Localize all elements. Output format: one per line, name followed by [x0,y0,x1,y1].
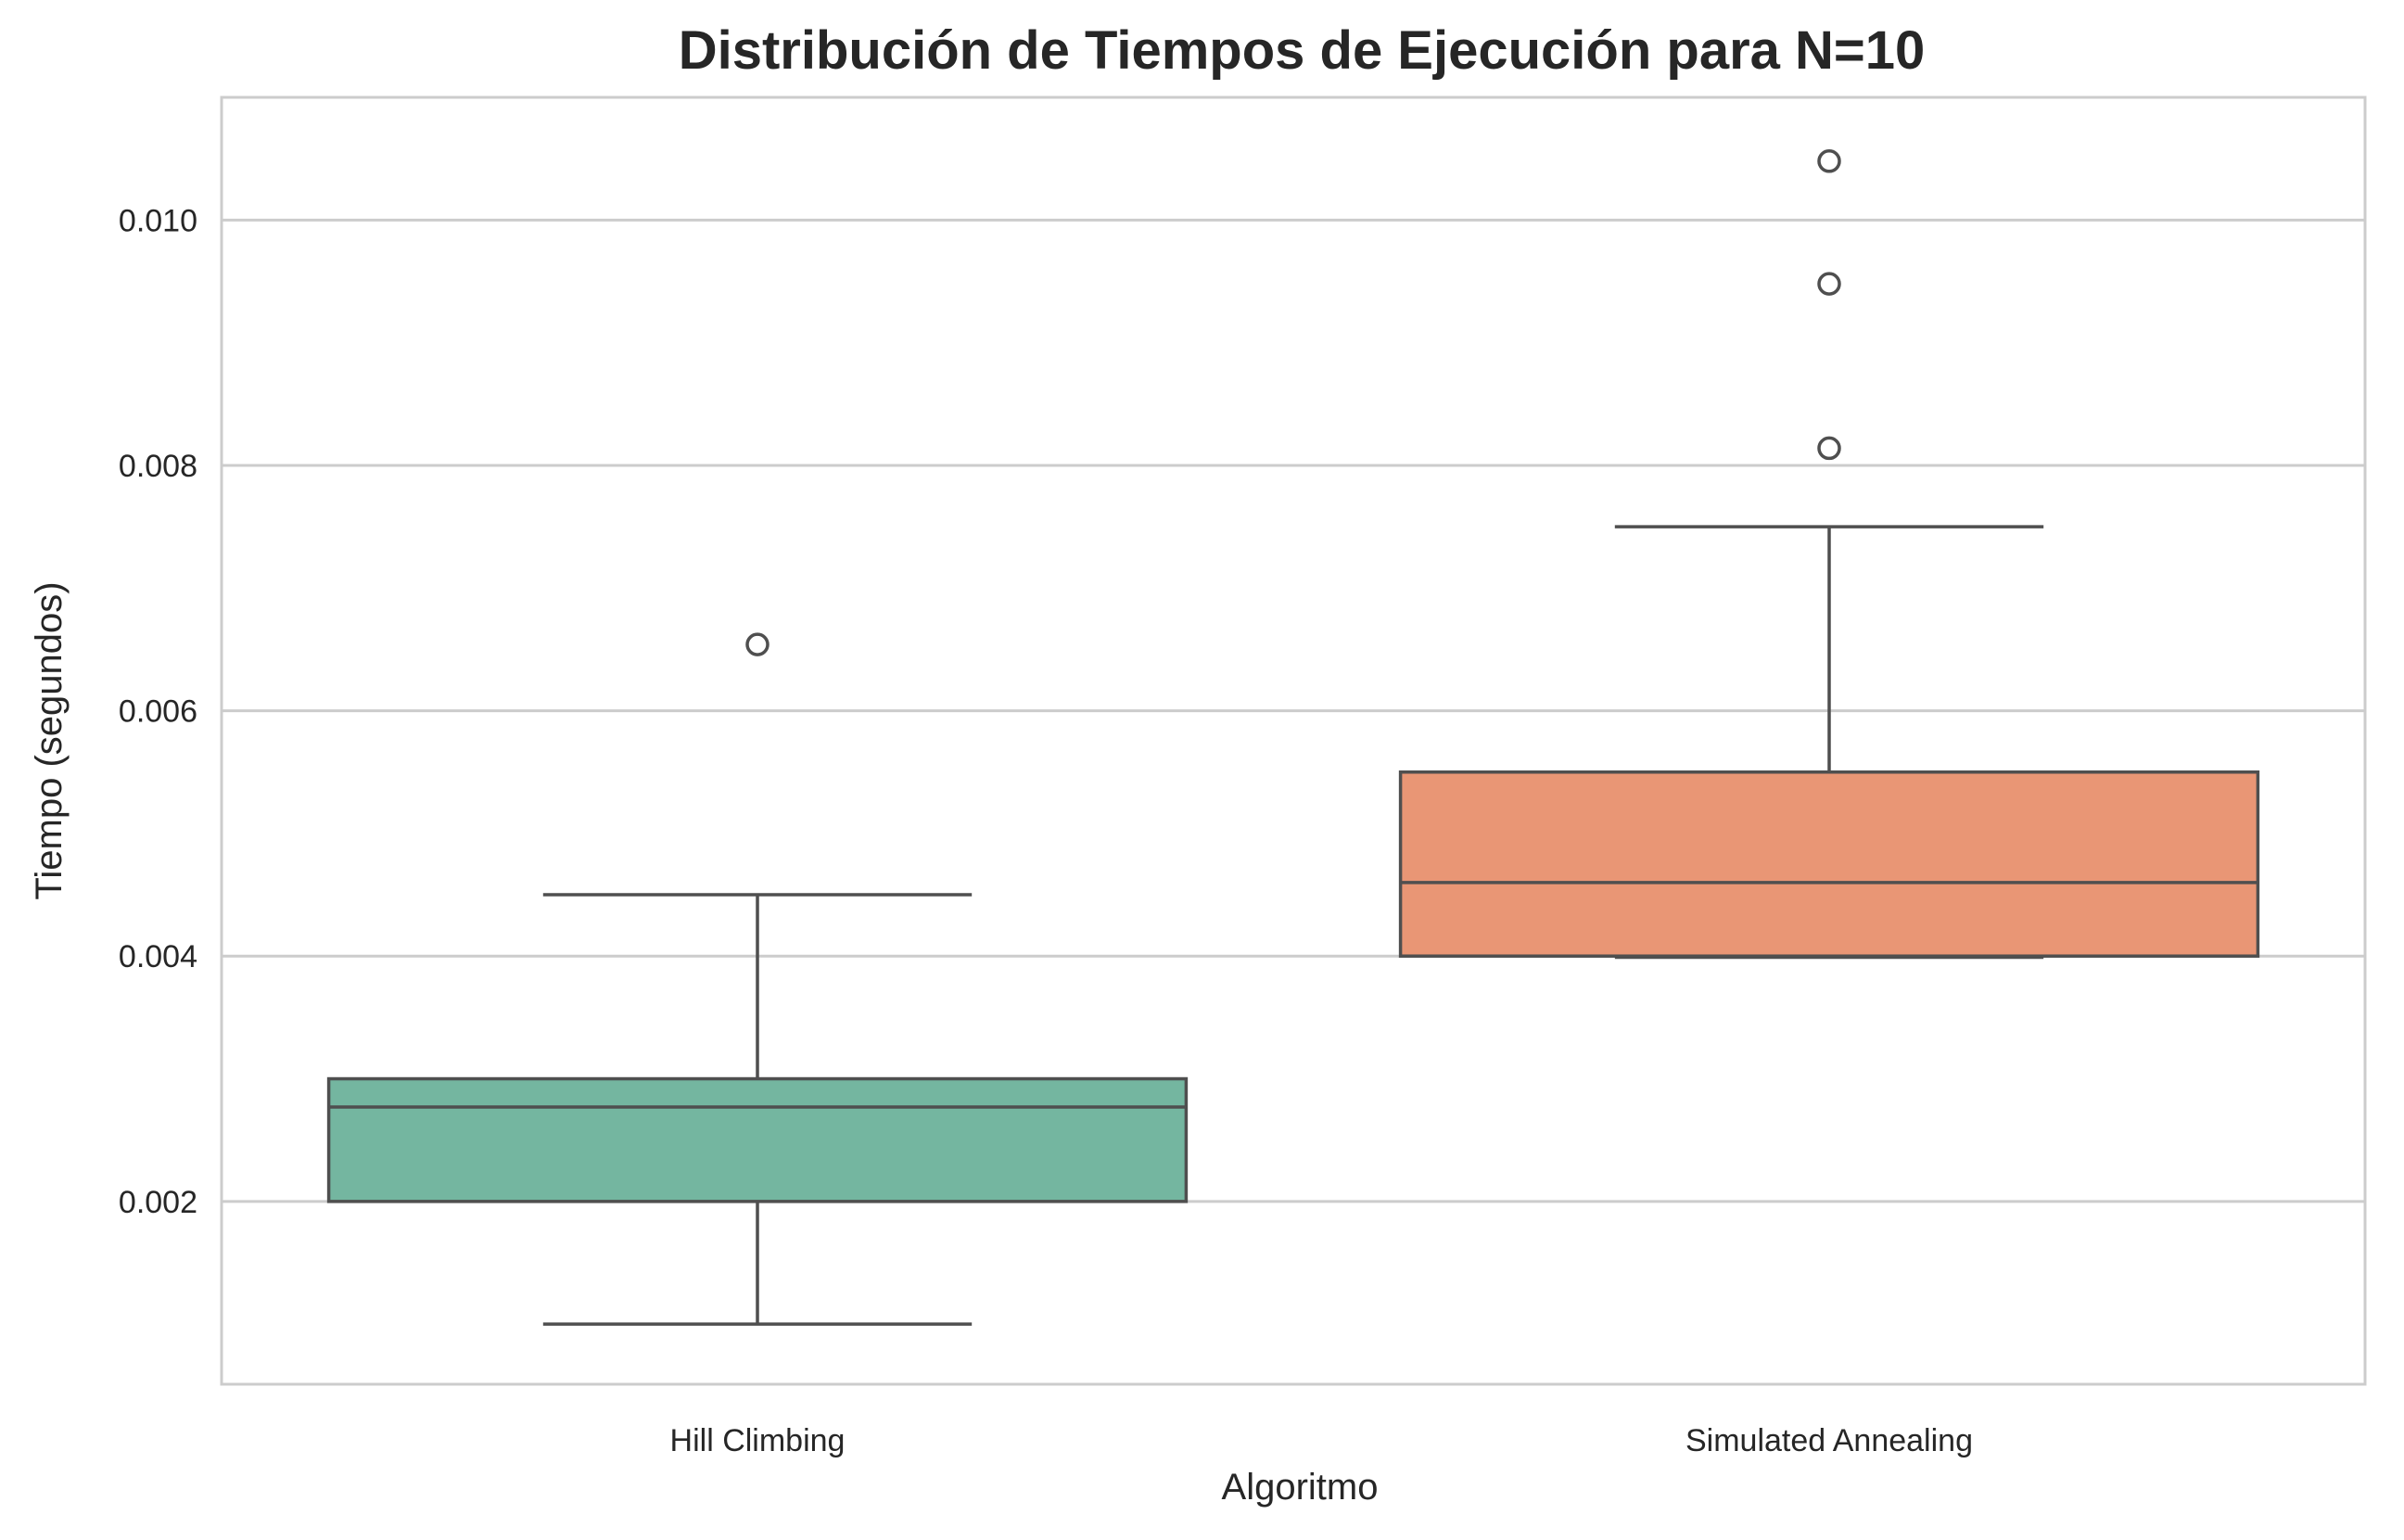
y-tick-label: 0.002 [119,1185,197,1220]
outlier-point [1817,436,1841,461]
iqr-box [326,1076,1189,1203]
x-axis-ticks: Hill Climbing Simulated Annealing [670,1423,1973,1458]
plot-area-frame [220,95,2367,1386]
y-axis-ticks: 0.002 0.004 0.006 0.008 0.010 [119,203,197,1220]
x-axis-label: Algoritmo [1222,1467,1379,1508]
outlier-point [1817,272,1841,296]
y-tick-label: 0.010 [119,203,197,238]
x-tick-label: Simulated Annealing [1685,1423,1973,1458]
y-grid [222,218,2365,1203]
y-tick-label: 0.008 [119,449,197,484]
y-tick-label: 0.006 [119,694,197,730]
y-axis-label: Tiempo (segundos) [29,581,70,899]
box-group [1398,149,2260,960]
outlier-point [745,632,770,656]
chart-title: Distribución de Tiempos de Ejecución par… [679,20,1926,81]
x-tick-label: Hill Climbing [670,1423,846,1458]
box-group [326,632,1189,1326]
iqr-box [1398,770,2260,958]
boxes [326,149,2260,1326]
y-tick-label: 0.004 [119,939,197,974]
outlier-point [1817,149,1841,173]
